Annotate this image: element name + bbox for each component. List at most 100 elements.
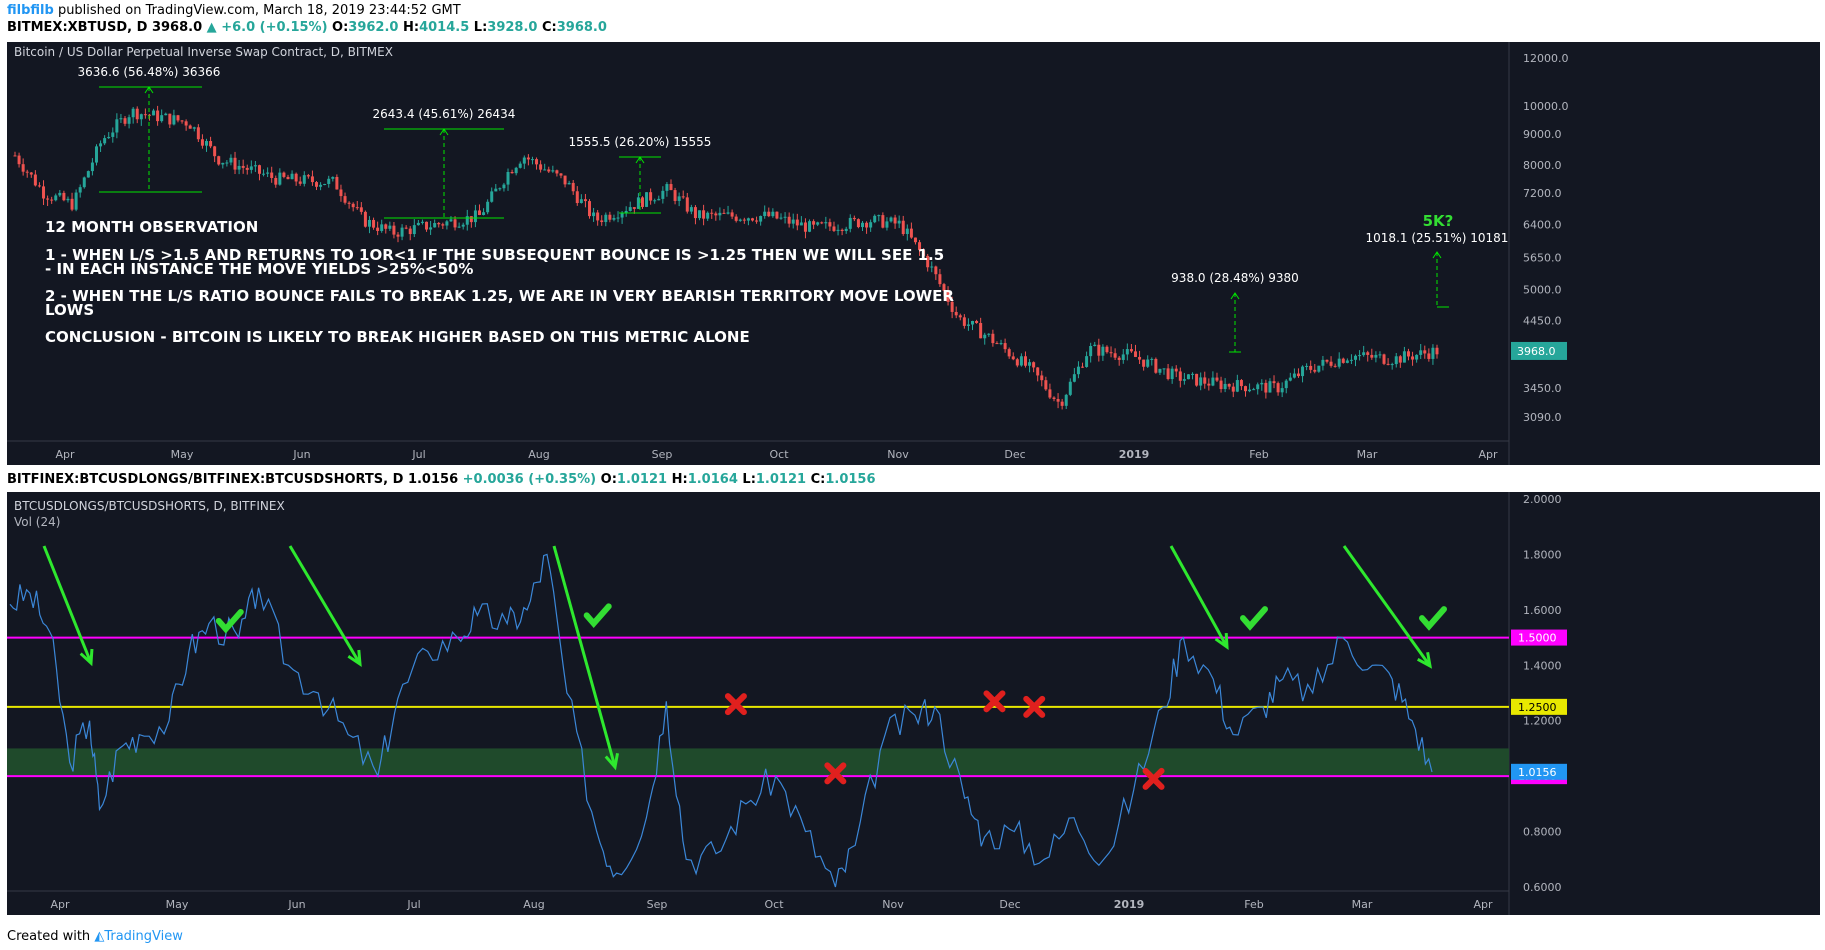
candle-body — [502, 184, 506, 189]
candle-body — [543, 169, 547, 171]
candle-body — [205, 141, 209, 146]
level-tag — [1511, 629, 1567, 646]
candle-body — [486, 201, 490, 213]
candle-body — [1243, 386, 1247, 392]
price-tick-label: 3450.0 — [1523, 382, 1562, 395]
close-label: C: — [541, 20, 557, 35]
candle-body — [50, 199, 54, 201]
candle-body — [1105, 346, 1109, 353]
price-tick-label: 9000.0 — [1523, 128, 1562, 141]
candle-body — [66, 198, 70, 201]
candle-body — [734, 216, 738, 221]
trend-arrow-head-icon — [347, 649, 362, 667]
candle-body — [950, 301, 954, 312]
trend-arrow-line — [288, 545, 362, 665]
candle-body — [1333, 365, 1337, 367]
symbol-label[interactable]: BITMEX:XBTUSD, D — [7, 20, 148, 35]
candle-body — [139, 114, 143, 120]
price-chart[interactable]: 12000.0 10000.0 9000.0 8000.0 7200.0 6400.0 56… — [7, 42, 1820, 465]
ratio-time-label: Jun — [287, 898, 305, 911]
candle-body — [795, 219, 799, 226]
author-link[interactable]: filbfilb — [7, 3, 54, 18]
candle-body — [42, 186, 46, 199]
price-change: +6.0 (+0.15%) — [221, 20, 328, 35]
note-text: LOWS — [45, 301, 94, 319]
candle-body — [1235, 380, 1239, 392]
candle-body — [991, 333, 995, 344]
tradingview-brand[interactable]: TradingView — [104, 929, 183, 944]
cross-icon — [1142, 767, 1165, 790]
last-ratio-label: 1.0156 — [1518, 766, 1557, 779]
candle-body — [1272, 381, 1276, 384]
candle-body — [335, 176, 339, 190]
candle-body — [123, 118, 127, 124]
indicator-last: 1.0156 — [407, 472, 459, 487]
candle-body — [588, 201, 592, 217]
candle-body — [1036, 367, 1040, 376]
candle-body — [1231, 386, 1235, 392]
price-tick-label: 5000.0 — [1523, 284, 1562, 297]
candle-body — [103, 138, 107, 144]
candle-body — [816, 222, 820, 225]
candle-body — [156, 110, 160, 122]
indicator-open-label: O: — [600, 472, 617, 487]
candle-body — [168, 113, 172, 125]
candle-body — [604, 214, 608, 223]
candle-body — [979, 323, 983, 339]
candle-body — [262, 173, 266, 175]
candle-body — [714, 213, 718, 216]
low-label: L: — [473, 20, 488, 35]
candle-body — [1358, 355, 1362, 357]
candle-body — [54, 195, 58, 201]
candle-body — [881, 215, 885, 228]
candle-body — [225, 162, 229, 164]
candle-body — [958, 315, 962, 318]
candle-body — [1406, 351, 1410, 357]
candle-body — [1068, 381, 1072, 395]
candle-body — [90, 162, 94, 172]
created-with: Created with — [7, 929, 91, 944]
candle-body — [1048, 389, 1052, 398]
candle-body — [404, 227, 408, 229]
candle-body — [518, 163, 522, 168]
candle-body — [1345, 360, 1349, 363]
candle-body — [372, 219, 376, 228]
candle-body — [726, 212, 730, 214]
candle-body — [416, 222, 420, 226]
indicator-symbol[interactable]: BITFINEX:BTCUSDLONGS/BITFINEX:BTCUSDSHOR… — [7, 472, 404, 487]
candle-body — [1378, 354, 1382, 356]
candle-body — [865, 222, 869, 228]
candle-body — [787, 216, 791, 224]
candle-body — [905, 228, 909, 235]
candle-body — [400, 227, 404, 237]
candle-body — [1162, 368, 1166, 370]
candle-body — [184, 121, 188, 126]
ratio-chart[interactable]: 1.50001.25001.00002.00001.80001.60001.40… — [7, 492, 1820, 915]
candle-body — [1256, 384, 1260, 390]
candle-body — [1117, 357, 1121, 360]
candle-body — [942, 284, 946, 291]
candle-body — [217, 156, 221, 165]
candle-body — [1121, 354, 1125, 360]
candle-body — [1032, 362, 1036, 368]
candle-body — [828, 222, 832, 227]
candle-body — [282, 172, 286, 177]
candle-body — [1276, 383, 1280, 393]
candle-body — [812, 221, 816, 225]
candle-body — [1129, 349, 1133, 352]
candle-body — [673, 190, 677, 201]
candle-body — [897, 220, 901, 224]
candle-body — [420, 221, 424, 223]
candle-body — [539, 164, 543, 170]
candle-body — [1146, 359, 1150, 367]
candle-body — [1003, 343, 1007, 350]
published-text: published on TradingView.com, March 18, … — [57, 3, 461, 18]
last-price-label: 3968.0 — [1517, 345, 1556, 358]
high-value: 4014.5 — [419, 20, 470, 35]
candle-body — [975, 320, 979, 324]
candle-body — [331, 176, 335, 179]
candle-body — [1317, 365, 1321, 372]
candle-body — [1227, 383, 1231, 387]
candle-body — [559, 173, 563, 176]
publish-line: filbfilb published on TradingView.com, M… — [7, 3, 461, 18]
